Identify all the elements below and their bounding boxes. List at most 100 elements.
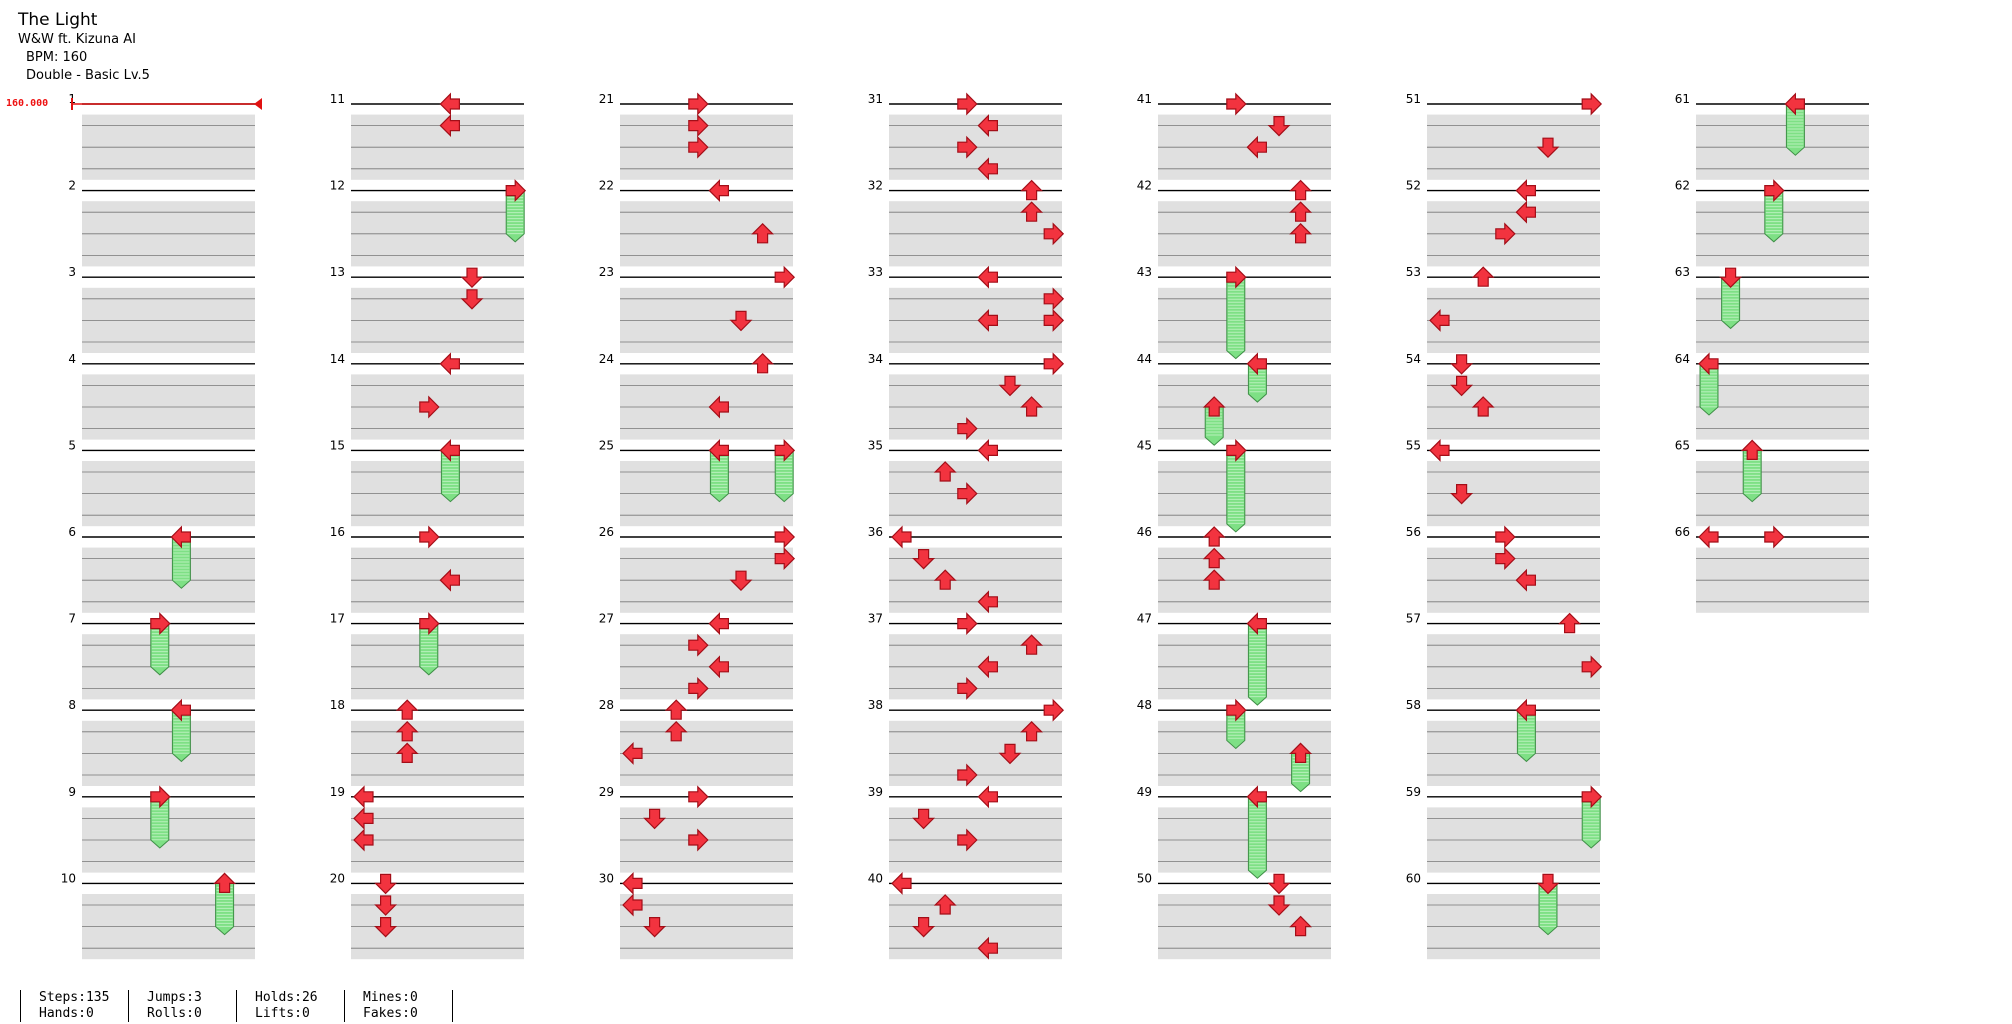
note-arrow-r — [1043, 698, 1065, 722]
note-arrow-r — [774, 525, 796, 549]
note-arrow-d — [460, 289, 484, 310]
note-arrow-d — [912, 916, 936, 938]
note-arrow-l — [977, 438, 999, 462]
note-arrow-l — [891, 871, 912, 895]
measure-number: 9 — [68, 785, 76, 799]
note-arrow-r — [1764, 179, 1785, 203]
measure-number: 6 — [68, 525, 76, 539]
note-arrow-r — [150, 612, 171, 636]
note-arrow-d — [1536, 873, 1560, 895]
chart-difficulty: Double - Basic Lv.5 — [26, 68, 150, 83]
note-arrow-r — [1226, 92, 1247, 116]
note-arrow-r — [774, 265, 796, 289]
measure-number: 4 — [68, 352, 76, 366]
measure-number: 21 — [599, 92, 614, 106]
note-arrow-r — [688, 785, 709, 809]
measure-number: 61 — [1675, 92, 1690, 106]
note-arrow-u — [1289, 742, 1313, 764]
measure-number: 31 — [868, 92, 883, 106]
measure-number: 3 — [68, 265, 76, 279]
note-arrow-r — [1226, 438, 1247, 462]
bpm-marker-end — [254, 98, 262, 110]
note-arrow-r — [957, 763, 978, 787]
note-arrow-r — [957, 92, 978, 116]
bpm-marker-label: 160.000 — [6, 98, 49, 109]
measure-number: 65 — [1675, 438, 1690, 452]
note-arrow-r — [1495, 547, 1516, 571]
note-arrow-r — [688, 676, 709, 700]
stat-lifts: Lifts:0 — [255, 1006, 310, 1021]
note-arrow-r — [688, 828, 709, 852]
note-arrow-l — [708, 438, 730, 462]
note-arrow-u — [1020, 201, 1044, 222]
measure-number: 63 — [1675, 265, 1690, 279]
note-arrow-u — [213, 872, 237, 894]
measure-number: 35 — [868, 438, 883, 452]
note-arrow-l — [977, 590, 999, 614]
note-arrow-u — [1020, 179, 1044, 201]
note-arrow-u — [1020, 634, 1044, 655]
note-arrow-d — [1450, 354, 1474, 375]
stat-jumps: Jumps:3 — [147, 990, 202, 1005]
note-arrow-d — [1267, 115, 1291, 137]
measure-number: 66 — [1675, 525, 1690, 539]
measure-number: 11 — [330, 92, 345, 106]
measure-number: 41 — [1137, 92, 1152, 106]
note-arrow-l — [977, 308, 999, 332]
bpm-label: BPM: 160 — [26, 50, 88, 65]
note-arrow-u — [933, 569, 957, 590]
note-arrow-r — [957, 417, 978, 441]
measure-number: 28 — [599, 698, 614, 712]
song-artist: W&W ft. Kizuna AI — [18, 32, 136, 47]
note-arrow-l — [353, 785, 374, 809]
note-arrow-l — [622, 741, 643, 765]
note-arrow-r — [1226, 265, 1247, 289]
note-arrow-r — [688, 92, 709, 116]
measure-number: 43 — [1137, 265, 1152, 279]
measure-number: 60 — [1406, 871, 1421, 885]
measure-number: 37 — [868, 612, 883, 626]
stat-steps-hands: Steps:135 Hands:0 — [20, 990, 109, 1022]
note-arrow-d — [460, 267, 484, 289]
measure-number: 46 — [1137, 525, 1152, 539]
note-arrow-l — [708, 655, 730, 679]
measure-number: 54 — [1406, 352, 1421, 366]
measure-number: 8 — [68, 698, 76, 712]
measure-number: 39 — [868, 785, 883, 799]
measure-number: 27 — [599, 612, 614, 626]
note-arrow-d — [729, 570, 753, 592]
note-arrow-d — [1267, 873, 1291, 895]
note-arrow-r — [1495, 525, 1516, 549]
note-arrow-r — [957, 135, 978, 159]
note-arrow-l — [439, 438, 460, 462]
note-arrow-u — [1558, 612, 1582, 634]
note-arrow-u — [751, 352, 775, 374]
measure-number: 30 — [599, 871, 614, 885]
hold-body — [1226, 449, 1246, 533]
note-arrow-d — [1536, 137, 1560, 159]
measure-number: 32 — [868, 179, 883, 193]
measure-number: 58 — [1406, 698, 1421, 712]
note-arrow-d — [1267, 895, 1291, 916]
note-arrow-u — [1020, 396, 1044, 417]
note-arrow-l — [439, 352, 460, 376]
note-arrow-d — [912, 808, 936, 830]
note-arrow-u — [1202, 569, 1226, 590]
note-arrow-l — [1246, 785, 1268, 809]
note-arrow-l — [1515, 698, 1537, 722]
hold-body — [1247, 796, 1267, 879]
note-arrow-u — [395, 742, 419, 764]
stat-jumps-rolls: Jumps:3 Rolls:0 — [128, 990, 202, 1022]
note-arrow-u — [395, 699, 419, 720]
note-arrow-u — [1020, 720, 1044, 742]
stat-mines-fakes: Mines:0 Fakes:0 — [344, 990, 418, 1022]
note-arrow-u — [1289, 222, 1313, 244]
note-arrow-r — [1226, 698, 1247, 722]
note-arrow-r — [774, 547, 796, 571]
note-arrow-r — [957, 482, 978, 506]
measure-number: 53 — [1406, 265, 1421, 279]
measure-number: 15 — [330, 438, 345, 452]
note-arrow-r — [1581, 92, 1603, 116]
measure-number: 34 — [868, 352, 883, 366]
